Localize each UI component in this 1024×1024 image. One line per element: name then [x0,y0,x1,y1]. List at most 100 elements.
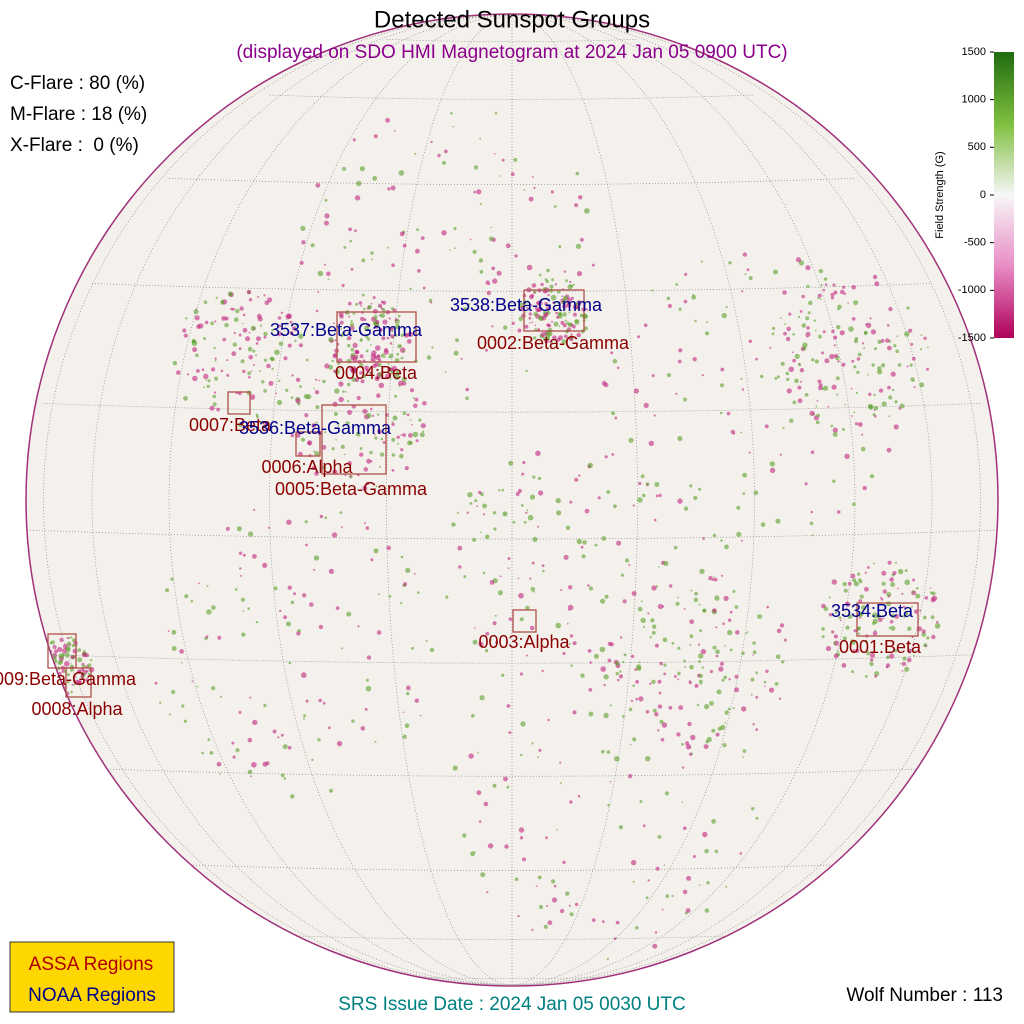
feature [373,314,378,319]
feature [368,305,371,308]
feature [801,294,805,299]
feature [422,401,427,406]
feature [390,185,396,191]
feature [324,220,329,226]
feature [366,482,370,486]
feature [907,641,910,645]
feature [478,820,482,823]
feature [56,688,60,692]
feature [456,511,459,514]
feature [283,356,288,361]
feature [501,673,505,677]
feature [301,240,306,245]
feature [479,695,485,701]
feature [269,356,274,361]
feature [580,673,585,678]
feature [183,333,188,338]
feature [472,537,477,542]
feature [386,336,390,340]
feature [455,338,459,343]
feature [837,360,840,363]
feature [752,654,754,656]
noaa-region-label: 3537:Beta-Gamma [270,320,423,340]
feature [867,374,869,376]
feature [370,353,376,359]
feature [347,301,352,306]
feature [240,597,245,602]
feature [604,594,609,599]
feature [723,675,727,680]
feature [376,630,382,635]
feature [347,343,351,348]
feature [618,674,624,679]
feature [264,421,268,426]
meridian [511,15,933,985]
feature [241,322,244,325]
feature [545,836,548,840]
feature [578,474,581,477]
feature [683,397,687,402]
feature [860,446,866,452]
feature [890,371,896,377]
feature [603,712,609,719]
feature [836,393,839,396]
feature [339,368,342,370]
feature [547,718,550,722]
feature [276,331,282,337]
feature [280,733,284,737]
feature [352,366,357,371]
feature [180,661,183,664]
feature [378,358,382,362]
feature [525,654,528,657]
feature [377,372,383,377]
feature [487,843,494,849]
feature [347,382,351,387]
feature [534,324,537,327]
feature [734,674,739,679]
feature [858,599,863,604]
feature [675,601,680,606]
feature [380,313,386,318]
feature [795,257,802,263]
legend-box [9,941,175,1013]
feature [805,316,810,321]
feature [864,330,868,335]
feature [711,819,716,824]
feature [321,444,327,450]
feature [231,741,235,745]
feature [559,761,562,764]
feature [285,313,292,320]
feature [533,336,537,340]
feature [59,637,64,643]
feature [315,182,321,188]
feature [375,485,378,488]
feature [544,278,548,281]
feature [895,561,897,564]
feature [397,442,400,445]
feature [919,609,922,612]
feature [823,606,829,612]
feature [389,342,393,345]
feature [247,531,254,537]
feature [912,654,915,657]
feature [379,465,382,468]
feature [482,503,487,509]
flare-probability: X-Flare : 0 (%) [10,135,139,156]
feature [769,467,776,474]
feature [864,675,868,678]
feature [171,689,176,695]
feature [219,773,222,775]
feature [44,648,47,651]
feature [664,791,670,796]
feature [540,282,544,287]
feature [634,668,637,671]
feature [167,630,170,632]
feature [921,632,926,637]
feature [326,271,331,277]
feature [444,371,447,373]
feature [393,129,396,132]
feature [261,380,265,384]
feature [559,908,565,914]
feature [480,531,482,534]
feature [362,485,368,491]
